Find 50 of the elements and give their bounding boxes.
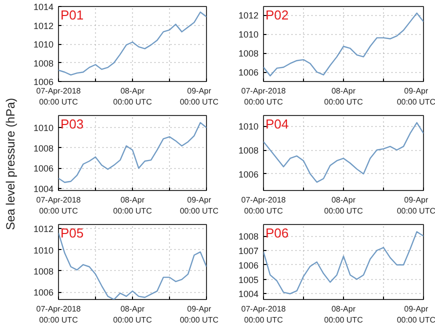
x-tick-label: 08-Apr 00:00 UTC bbox=[324, 86, 364, 106]
y-tick-label: 1007 bbox=[238, 246, 259, 256]
x-tick-label: 08-Apr 00:00 UTC bbox=[324, 196, 364, 216]
x-tick-label: 08-Apr 00:00 UTC bbox=[113, 86, 152, 106]
x-tick-label: 07-Apr-2018 00:00 UTC bbox=[241, 304, 286, 324]
y-tick-label: 1010 bbox=[238, 30, 259, 40]
y-tick-label: 1012 bbox=[238, 10, 259, 21]
x-tick-label: 08-Apr 00:00 UTC bbox=[113, 304, 152, 324]
x-tick-label: 09-Apr 00:00 UTC bbox=[180, 196, 219, 216]
x-tick-label: 07-Apr-2018 00:00 UTC bbox=[241, 196, 286, 216]
y-tick-label: 1008 bbox=[33, 143, 54, 154]
y-tick-label: 1010 bbox=[33, 123, 54, 134]
y-tick-label: 1004 bbox=[238, 289, 259, 300]
chart-title: P01 bbox=[60, 8, 84, 22]
x-tick-label: 09-Apr 00:00 UTC bbox=[396, 86, 435, 106]
y-tick-label: 1006 bbox=[33, 164, 54, 174]
y-tick-label: 1004 bbox=[33, 184, 54, 194]
y-tick-label: 1006 bbox=[33, 288, 54, 298]
chart-title: P04 bbox=[266, 116, 289, 132]
y-tick-label: 1008 bbox=[33, 58, 54, 68]
y-tick-label: 1006 bbox=[238, 169, 259, 180]
chart-title: P06 bbox=[266, 226, 289, 240]
y-tick-label: 1008 bbox=[238, 48, 259, 59]
chart-title: P05 bbox=[60, 226, 84, 240]
chart-title: P02 bbox=[266, 8, 289, 22]
y-tick-label: 1010 bbox=[33, 245, 54, 256]
y-tick-label: 1012 bbox=[33, 20, 54, 31]
y-tick-label: 1006 bbox=[238, 260, 259, 270]
y-tick-label: 1005 bbox=[238, 274, 259, 285]
x-tick-label: 09-Apr 00:00 UTC bbox=[396, 304, 435, 324]
y-tick-label: 1012 bbox=[33, 224, 54, 234]
x-tick-label: 07-Apr-2018 00:00 UTC bbox=[36, 86, 82, 106]
y-tick-label: 1010 bbox=[238, 122, 259, 132]
x-tick-label: 08-Apr 00:00 UTC bbox=[113, 196, 152, 216]
x-tick-label: 09-Apr 00:00 UTC bbox=[180, 86, 219, 106]
x-tick-label: 07-Apr-2018 00:00 UTC bbox=[241, 86, 286, 106]
y-tick-label: 1014 bbox=[33, 2, 54, 12]
y-tick-label: 1008 bbox=[238, 232, 259, 242]
y-tick-label: 1006 bbox=[238, 68, 259, 78]
y-tick-label: 1006 bbox=[33, 77, 54, 87]
y-tick-label: 1008 bbox=[238, 146, 259, 156]
x-tick-label: 09-Apr 00:00 UTC bbox=[396, 196, 435, 216]
x-tick-label: 07-Apr-2018 00:00 UTC bbox=[36, 304, 82, 324]
chart-title: P03 bbox=[60, 116, 84, 132]
x-tick-label: 07-Apr-2018 00:00 UTC bbox=[36, 196, 82, 216]
y-axis-title: Sea level pressure (hPa) bbox=[3, 98, 18, 230]
x-tick-label: 09-Apr 00:00 UTC bbox=[180, 304, 219, 324]
x-tick-label: 08-Apr 00:00 UTC bbox=[324, 304, 364, 324]
y-tick-label: 1008 bbox=[33, 266, 54, 276]
y-tick-label: 1010 bbox=[33, 40, 54, 50]
